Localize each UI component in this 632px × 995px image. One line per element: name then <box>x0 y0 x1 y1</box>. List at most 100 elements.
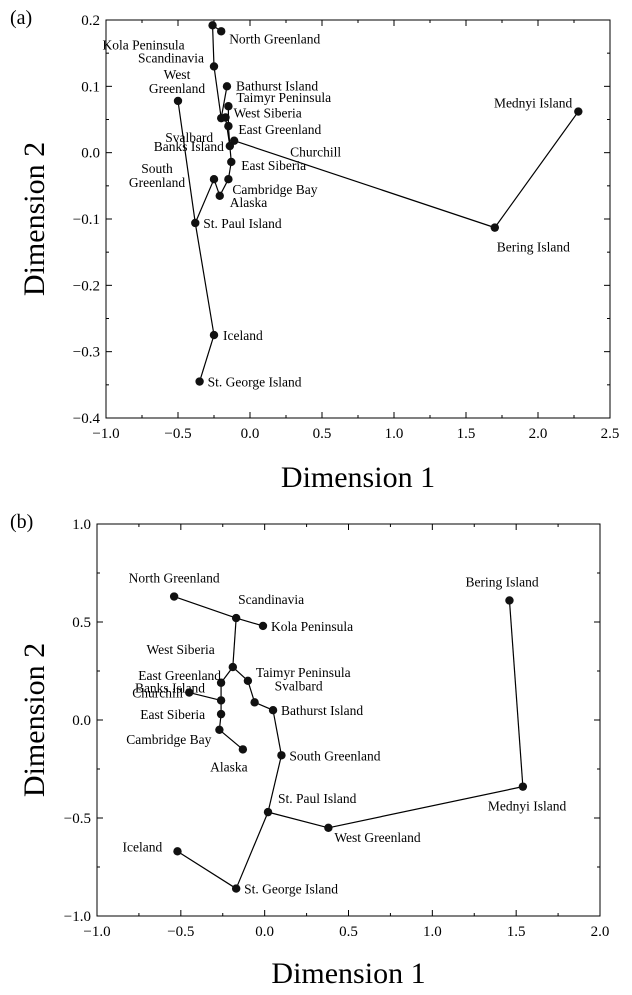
point-label: Banks Island <box>154 139 224 154</box>
y-tick-label: 0.2 <box>81 13 100 29</box>
data-point <box>208 21 217 30</box>
data-point <box>191 218 200 228</box>
data-point <box>215 191 224 200</box>
point-label: Mednyi Island <box>494 96 573 111</box>
tree-branch <box>194 222 215 336</box>
point-label: Scandinavia <box>138 50 204 65</box>
tree-branch <box>177 850 237 890</box>
y-tick-label: 0.1 <box>81 79 100 95</box>
x-tick-label: 1.5 <box>457 426 476 442</box>
data-point <box>263 807 273 817</box>
data-point <box>277 751 286 760</box>
point-label: East Siberia <box>241 158 306 173</box>
data-point <box>250 698 259 707</box>
point-label: Iceland <box>122 839 162 854</box>
data-point <box>238 745 248 754</box>
tree-branch <box>199 334 215 382</box>
tree-branch <box>177 100 196 224</box>
data-point <box>324 823 333 832</box>
tree-branch <box>213 66 222 119</box>
tree-branch <box>508 600 524 787</box>
tree-branch <box>494 111 579 228</box>
point-label: Svalbard <box>165 130 213 145</box>
point-label: North Greenland <box>129 571 220 586</box>
y-tick-label: 1.0 <box>72 517 91 533</box>
point-label: West Greenland <box>149 67 205 96</box>
point-label: East Greenland <box>138 668 221 683</box>
point-label: Alaska <box>210 759 248 774</box>
data-point <box>216 678 226 687</box>
data-point <box>228 662 238 672</box>
point-label: Cambridge Bay <box>232 182 317 197</box>
tree-branch <box>267 755 283 813</box>
x-tick-label: 0.5 <box>339 924 358 940</box>
point-label: West Siberia <box>147 642 215 657</box>
point-label: Bering Island <box>465 574 538 589</box>
data-point <box>169 592 179 601</box>
data-point <box>217 27 226 36</box>
point-label: Bathurst Island <box>281 703 363 718</box>
data-point <box>195 377 204 386</box>
tree-branch <box>219 729 244 750</box>
x-tick-label: 0.0 <box>241 426 260 442</box>
tree-branch <box>272 710 283 756</box>
y-tick-label: 0.5 <box>72 615 91 631</box>
y-tick-label: −1.0 <box>64 909 91 925</box>
data-point <box>258 621 268 631</box>
data-point <box>227 157 236 167</box>
point-label: South Greenland <box>129 161 185 190</box>
x-tick-label: 1.0 <box>385 426 404 442</box>
chart-panel-a: (a) −1.0 −0.5 0.0 0.5 1.0 1.5 2.0 2.5 0.2 0.1 0.0 −0… <box>10 7 619 494</box>
point-label: Churchill <box>290 145 341 160</box>
point-label: North Greenland <box>229 31 320 46</box>
tree-branch <box>235 617 264 627</box>
x-tick-label: −1.0 <box>83 924 110 940</box>
data-point <box>173 847 182 856</box>
data-point <box>173 96 183 106</box>
point-label: Churchill <box>132 686 183 701</box>
data-point <box>224 121 233 131</box>
data-point <box>209 175 219 184</box>
panel-label: (a) <box>10 7 32 29</box>
point-label: Kola Peninsula <box>271 619 353 634</box>
y-tick-label: 0.0 <box>81 146 100 162</box>
data-point <box>209 62 219 71</box>
x-tick-label: 1.0 <box>423 924 442 940</box>
point-label: St. Paul Island <box>203 216 282 231</box>
tree-branch <box>211 25 215 67</box>
point-label: West Siberia <box>234 106 302 121</box>
y-tick-label: −0.2 <box>73 278 100 294</box>
data-point <box>518 782 528 791</box>
data-point <box>209 330 219 340</box>
x-tick-label: 0.5 <box>313 426 332 442</box>
tree-branch <box>173 595 237 619</box>
tree-branch <box>235 811 269 889</box>
point-label: Cambridge Bay <box>126 732 211 747</box>
x-tick-label: 1.5 <box>507 924 526 940</box>
y-tick-label: −0.4 <box>73 411 101 427</box>
x-tick-label: −0.5 <box>167 924 194 940</box>
point-label: Taimyr Peninsula <box>256 665 351 680</box>
data-point <box>185 688 194 697</box>
point-label: Bering Island <box>497 240 570 255</box>
point-label: St. Paul Island <box>278 791 357 806</box>
data-point <box>231 884 241 893</box>
x-tick-label: −0.5 <box>164 426 191 442</box>
tree-branch <box>194 178 215 224</box>
data-point <box>224 102 233 111</box>
data-point <box>224 175 233 184</box>
point-label: East Greenland <box>238 122 321 137</box>
tree-branch <box>232 618 237 668</box>
y-tick-label: −0.5 <box>64 811 91 827</box>
x-tick-label: 2.0 <box>529 426 548 442</box>
x-tick-label: 2.5 <box>601 426 620 442</box>
tree-branch <box>233 140 495 229</box>
x-axis-title: Dimension 1 <box>281 461 435 494</box>
x-axis-title: Dimension 1 <box>271 957 425 990</box>
data-point <box>268 706 278 715</box>
point-label: Bathurst Island <box>236 78 318 93</box>
tree-branch <box>189 691 222 701</box>
point-label: Svalbard <box>275 678 323 693</box>
x-tick-label: 0.0 <box>255 924 274 940</box>
point-label: Mednyi Island <box>488 799 567 814</box>
